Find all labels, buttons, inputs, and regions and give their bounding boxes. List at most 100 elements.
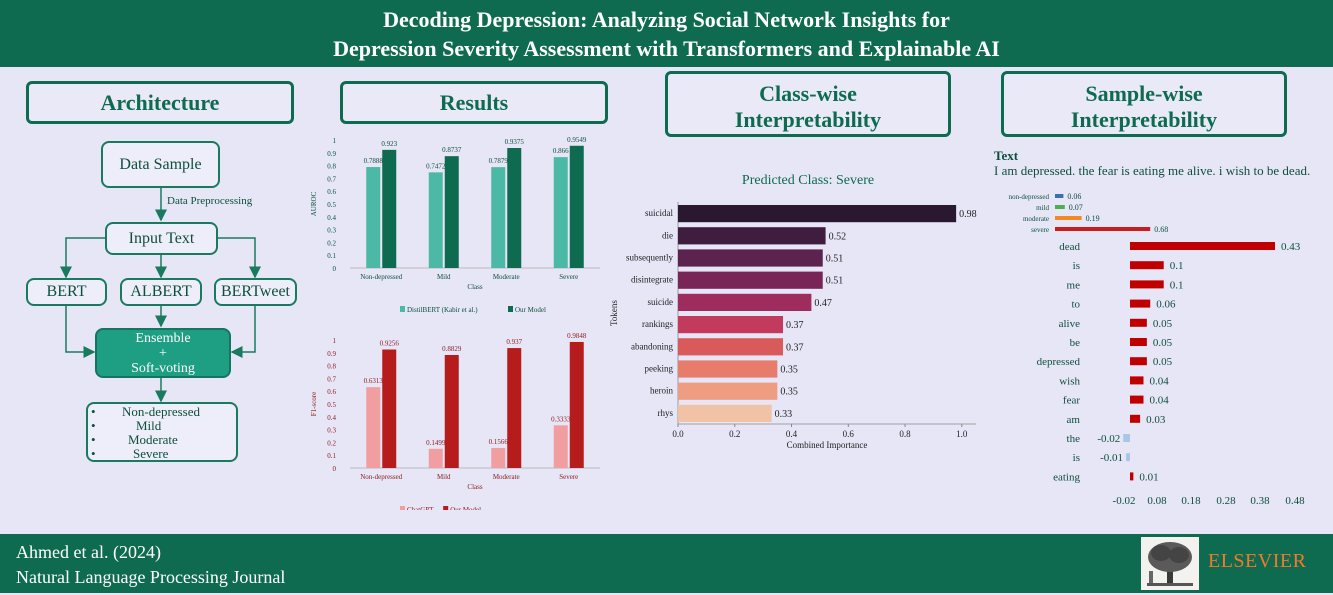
y-tick-label: 0.7 (327, 175, 336, 183)
class-prob-label: moderate (1023, 215, 1049, 223)
class-probability-chart: non-depressed 0.06 mild 0.07 moderate 0.19 sev… (1009, 192, 1169, 234)
bar (678, 360, 778, 378)
legend-swatch (443, 506, 449, 510)
token-bar (1130, 414, 1141, 423)
bar-value-label: 0.866 (553, 147, 569, 155)
samplewise-text-title: Text (994, 148, 1019, 163)
category-tick-label: subsequently (626, 253, 673, 263)
y-tick-label: 0 (333, 465, 337, 473)
section-samplewise-line2: Interpretability (1070, 107, 1218, 132)
token-label: is (1073, 260, 1080, 272)
bar-value-label: 0.35 (780, 365, 798, 376)
bar-value-label: 0.52 (829, 231, 847, 242)
token-value: 0.05 (1153, 337, 1173, 349)
bertweet-label: BERTweet (220, 283, 290, 300)
section-architecture-label: Architecture (100, 90, 220, 115)
bar-value-label: 0.9375 (505, 138, 525, 146)
input-text-node: Input Text (105, 222, 218, 255)
y-tick-label: 0.4 (327, 214, 336, 222)
header-banner: Decoding Depression: Analyzing Social Ne… (0, 0, 1333, 67)
bar-value-label: 0.9256 (380, 340, 400, 348)
token-label: fear (1063, 395, 1080, 407)
bar-value-label: 0.1499 (426, 439, 446, 447)
footer-banner: Ahmed et al. (2024) Natural Language Pro… (0, 534, 1333, 593)
legend-label: Our Model (515, 306, 546, 314)
class-prob-bar (1055, 227, 1151, 231)
bar-value-label: 0.35 (780, 387, 798, 398)
category-tick-label: peeking (645, 364, 674, 374)
token-bar (1130, 242, 1275, 250)
bar (428, 448, 443, 468)
token-value: -0.02 (1097, 433, 1120, 445)
section-classwise-line1: Class-wise (759, 81, 857, 106)
section-architecture: Architecture (26, 81, 294, 124)
bert-label: BERT (46, 283, 87, 300)
bar-value-label: 0.9549 (567, 136, 587, 144)
category-tick-label: Moderate (493, 273, 520, 281)
category-tick-label: Moderate (493, 473, 520, 481)
bar (678, 404, 772, 422)
token-bar (1130, 280, 1164, 289)
samplewise-sentence: I am depressed. the fear is eating me al… (994, 163, 1311, 178)
output-item: • Non-depressed (91, 404, 200, 419)
token-bar (1130, 472, 1134, 481)
category-tick-label: heroin (650, 386, 673, 396)
token-bar (1130, 338, 1147, 346)
y-axis-label: F1-score (310, 392, 318, 417)
token-value: 0.03 (1146, 414, 1166, 426)
bar (507, 148, 522, 268)
bar (366, 387, 381, 468)
x-axis-label: Combined Importance (787, 440, 868, 450)
legend-swatch (508, 306, 513, 312)
bar-value-label: 0.8737 (442, 146, 462, 154)
class-prob-bar (1055, 194, 1064, 198)
y-tick-label: 0.7 (327, 375, 336, 383)
bar (678, 338, 784, 356)
token-label: alive (1059, 318, 1080, 330)
token-value: 0.06 (1156, 299, 1176, 311)
section-samplewise: Sample-wise Interpretability (1001, 71, 1287, 137)
bar (678, 271, 823, 289)
chart-title: Predicted Class: Severe (742, 173, 874, 188)
bar-value-label: 0.7472 (426, 162, 446, 170)
y-axis-label: Tokens (609, 300, 619, 326)
category-tick-label: suicide (648, 297, 674, 307)
bar (553, 425, 568, 468)
section-classwise: Class-wise Interpretability (665, 71, 951, 137)
output-item: • Severe (91, 446, 169, 461)
class-prob-value: 0.06 (1067, 192, 1081, 201)
y-tick-label: 0.6 (327, 388, 336, 396)
x-tick-label: 0.28 (1216, 495, 1236, 507)
section-samplewise-line1: Sample-wise (1085, 81, 1203, 106)
bar (366, 167, 381, 268)
auroc-chart: 0 0.1 0.2 0.3 0.4 0.5 0.6 0.7 0.8 0.9 1 AUROC 0.7888… (310, 136, 600, 314)
x-tick-label: 0.2 (729, 429, 740, 439)
title-line-1: Decoding Depression: Analyzing Social Ne… (383, 7, 950, 32)
bar (382, 149, 397, 268)
token-label: to (1071, 299, 1080, 311)
category-tick-label: rankings (642, 319, 673, 329)
category-tick-label: Non-depressed (360, 273, 402, 281)
token-value: -0.01 (1100, 452, 1123, 464)
y-tick-label: 0.2 (327, 239, 336, 247)
preprocessing-label: Data Preprocessing (167, 195, 253, 207)
token-value: 0.43 (1281, 241, 1301, 253)
token-bar (1123, 434, 1130, 442)
category-tick-label: Severe (559, 473, 578, 481)
citation: Ahmed et al. (2024) (16, 542, 161, 562)
bar-value-label: 0.6313 (364, 377, 384, 385)
bar (678, 205, 957, 223)
legend-swatch (400, 506, 405, 510)
output-classes-node: • Non-depressed • Mild • Moderate • Severe (86, 402, 238, 462)
f1-chart: 0 0.1 0.2 0.3 0.4 0.5 0.6 0.7 0.8 0.9 1 F1-score 0.6… (310, 332, 600, 510)
bar (678, 382, 778, 400)
legend-swatch (400, 306, 405, 312)
x-tick-label: 0.8 (899, 429, 911, 439)
bar-value-label: 0.937 (506, 338, 522, 346)
x-axis-label: Class (467, 283, 482, 291)
category-tick-label: suicidal (645, 208, 673, 218)
ensemble-line2: + (159, 346, 167, 361)
bar-value-label: 0.98 (959, 209, 977, 220)
token-importance-chart: dead 0.43 is 0.1 me 0.1 to 0.06 alive 0.05 be 0.05 d… (1037, 241, 1306, 507)
section-results: Results (340, 81, 608, 124)
